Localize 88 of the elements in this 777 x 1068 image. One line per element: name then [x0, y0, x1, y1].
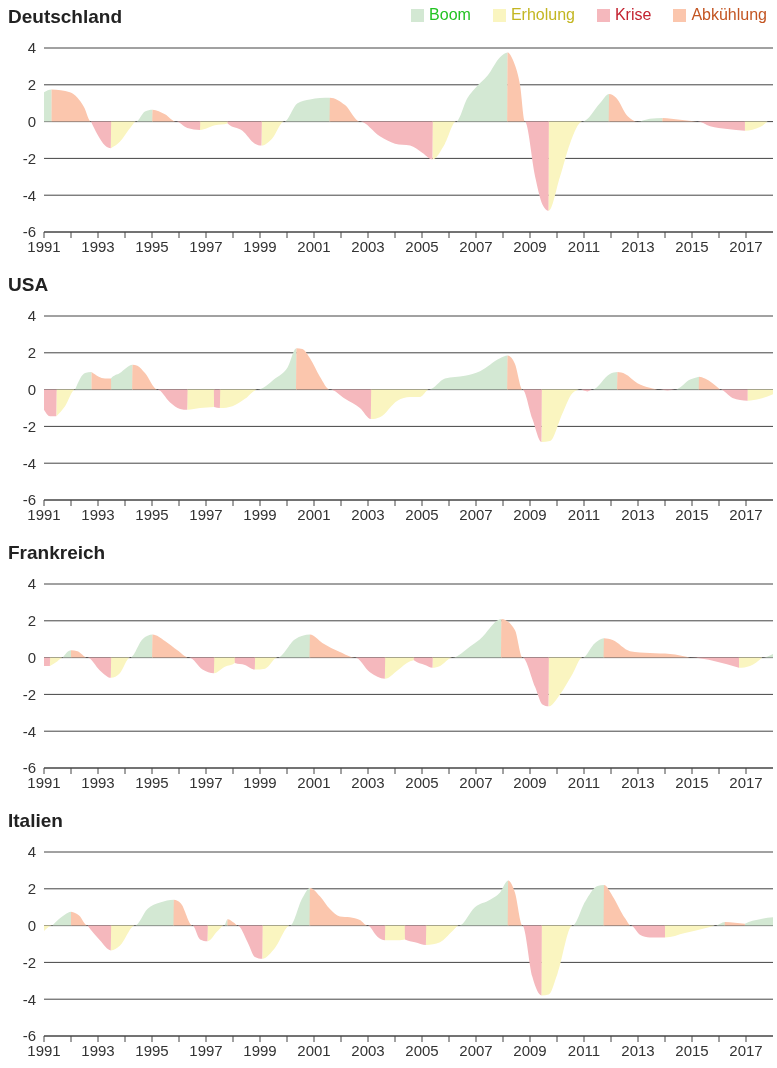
x-tick-label: 1999 — [243, 774, 277, 791]
x-tick-label: 2005 — [405, 774, 439, 791]
x-tick-label: 1995 — [135, 238, 169, 255]
y-tick-label: -6 — [22, 759, 36, 777]
x-tick-label: 2011 — [567, 506, 601, 523]
x-tick-label: 2001 — [297, 238, 331, 255]
y-tick-label: -6 — [22, 223, 36, 241]
legend-label: Abkühlung — [691, 6, 767, 24]
x-tick-label: 2011 — [567, 1042, 601, 1059]
x-tick-label: 1999 — [243, 238, 277, 255]
x-tick-label: 1993 — [81, 506, 115, 523]
x-tick-label: 2005 — [405, 238, 439, 255]
x-tick-label: 2001 — [297, 1042, 331, 1059]
y-tick-label: 4 — [27, 575, 36, 593]
x-tick-label: 2007 — [459, 1042, 493, 1059]
y-tick-label: -4 — [22, 186, 36, 204]
x-tick-label: 1993 — [81, 1042, 115, 1059]
x-tick-label: 2013 — [621, 1042, 655, 1059]
chart-title: Deutschland — [8, 6, 123, 28]
x-tick-label: 2009 — [513, 1042, 547, 1059]
y-tick-label: 0 — [27, 112, 36, 130]
x-tick-label: 2001 — [297, 774, 331, 791]
x-tick-label: 1991 — [27, 1042, 61, 1059]
chart-title: Italien — [8, 810, 63, 832]
x-tick-label: 1995 — [135, 506, 169, 523]
x-tick-label: 1997 — [189, 506, 223, 523]
x-tick-label: 1995 — [135, 1042, 169, 1059]
y-tick-label: 0 — [27, 380, 36, 398]
legend-label: Erholung — [510, 6, 575, 24]
y-tick-label: 2 — [27, 344, 36, 362]
y-tick-label: -6 — [22, 1027, 36, 1045]
x-tick-label: 2017 — [729, 506, 763, 523]
x-tick-label: 1997 — [189, 774, 223, 791]
y-tick-label: 0 — [27, 648, 36, 666]
x-tick-label: 1995 — [135, 774, 169, 791]
y-tick-label: 4 — [27, 843, 36, 861]
x-tick-label: 2007 — [459, 506, 493, 523]
chart-title: USA — [8, 274, 49, 296]
x-tick-label: 2003 — [351, 1042, 385, 1059]
x-tick-label: 2015 — [675, 774, 709, 791]
x-tick-label: 1991 — [27, 506, 61, 523]
x-tick-label: 2011 — [567, 238, 601, 255]
y-tick-label: -2 — [22, 953, 36, 971]
y-tick-label: 4 — [27, 307, 36, 325]
x-tick-label: 2009 — [513, 774, 547, 791]
x-tick-label: 2009 — [513, 506, 547, 523]
x-tick-label: 2013 — [621, 506, 655, 523]
y-tick-label: -2 — [22, 417, 36, 435]
y-tick-label: 0 — [27, 916, 36, 934]
x-tick-label: 1993 — [81, 774, 115, 791]
x-tick-label: 2015 — [675, 1042, 709, 1059]
x-tick-label: 1999 — [243, 1042, 277, 1059]
y-tick-label: 4 — [27, 39, 36, 57]
x-tick-label: 1991 — [27, 238, 61, 255]
y-tick-label: 2 — [27, 880, 36, 898]
y-tick-label: -4 — [22, 990, 36, 1008]
x-tick-label: 2007 — [459, 238, 493, 255]
x-tick-label: 2011 — [567, 774, 601, 791]
x-tick-label: 2007 — [459, 774, 493, 791]
x-tick-label: 1999 — [243, 506, 277, 523]
x-tick-label: 2013 — [621, 238, 655, 255]
x-tick-label: 2017 — [729, 238, 763, 255]
x-tick-label: 2015 — [675, 506, 709, 523]
legend-label: Krise — [614, 6, 652, 24]
y-tick-label: -2 — [22, 685, 36, 703]
legend-label: Boom — [429, 6, 471, 24]
y-tick-label: -4 — [22, 454, 36, 472]
x-tick-label: 2015 — [675, 238, 709, 255]
chart-title: Frankreich — [8, 542, 106, 564]
x-tick-label: 2003 — [351, 238, 385, 255]
x-tick-label: 2001 — [297, 506, 331, 523]
y-tick-label: -4 — [22, 722, 36, 740]
x-tick-label: 2009 — [513, 238, 547, 255]
x-tick-label: 1997 — [189, 238, 223, 255]
x-tick-label: 2017 — [729, 1042, 763, 1059]
y-tick-label: -6 — [22, 491, 36, 509]
x-tick-label: 2013 — [621, 774, 655, 791]
y-tick-label: 2 — [27, 76, 36, 94]
x-tick-label: 2003 — [351, 774, 385, 791]
x-tick-label: 1991 — [27, 774, 61, 791]
x-tick-label: 2017 — [729, 774, 763, 791]
y-tick-label: -2 — [22, 149, 36, 167]
x-tick-label: 1993 — [81, 238, 115, 255]
x-tick-label: 2003 — [351, 506, 385, 523]
x-tick-label: 1997 — [189, 1042, 223, 1059]
y-tick-label: 2 — [27, 612, 36, 630]
x-tick-label: 2005 — [405, 506, 439, 523]
x-tick-label: 2005 — [405, 1042, 439, 1059]
